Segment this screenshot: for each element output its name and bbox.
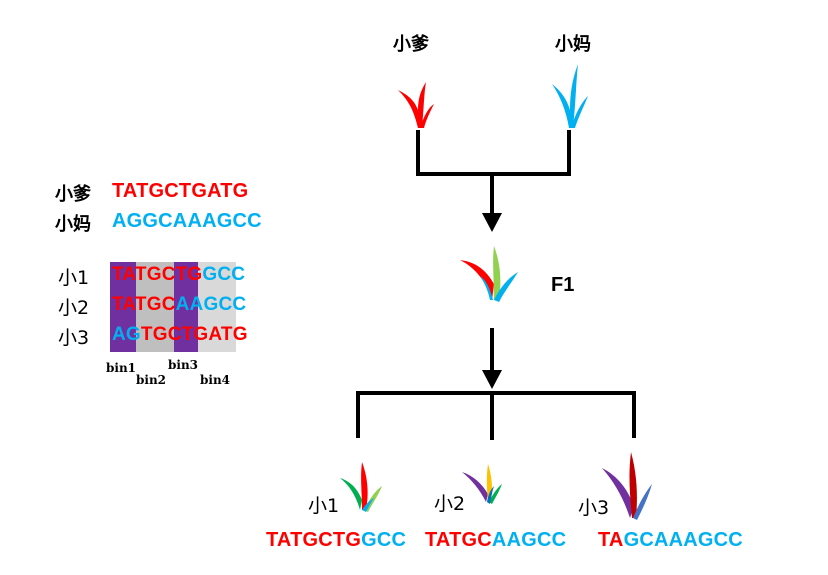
bin-background (110, 262, 236, 352)
seq-blue-segment: GCC (202, 264, 246, 285)
parent-connector (416, 130, 571, 215)
child1-sequence: TATGCTGGCC (266, 529, 406, 552)
bin1-column (110, 262, 136, 352)
seq-blue-segment: GCAAAGCC (623, 529, 743, 551)
child1-label: 小1 (308, 495, 340, 517)
mom-sequence: AGGCAAAGCC (112, 210, 262, 232)
children-connector (356, 328, 636, 440)
seq-red-segment: TATGCTG (266, 529, 362, 551)
dad-label: 小爹 (55, 184, 91, 205)
bin2-label: bin2 (136, 373, 167, 387)
child2-sequence: TATGCAAGCC (425, 529, 566, 552)
seq-red-segment: TATGC (112, 294, 176, 315)
seq-blue-segment: GCC (361, 529, 407, 551)
seq-red-segment: TGCTGATG (140, 324, 248, 345)
bin4-label: bin4 (200, 373, 231, 387)
offspring-row-sequence: TATGCAAGCC (112, 294, 246, 316)
seq-blue-segment: AAGCC (491, 529, 567, 551)
mom-plant-icon (552, 64, 588, 128)
arrow-down-icon (482, 213, 502, 232)
offspring-row-label: 小1 (58, 267, 90, 289)
f1-label: F1 (551, 274, 575, 296)
child3-label: 小3 (578, 497, 610, 519)
offspring-row-sequence: AGTGCTGATG (112, 324, 248, 346)
bin1-label: bin1 (106, 361, 137, 375)
bin2-column (136, 262, 174, 352)
offspring-row-label: 小3 (58, 327, 90, 349)
f1-plant-icon (460, 246, 518, 302)
seq-red-segment: TATGCTG (112, 264, 203, 285)
offspring-row-label: 小2 (58, 297, 90, 319)
bin3-label: bin3 (168, 358, 199, 372)
child2-label: 小2 (434, 493, 466, 515)
tree-dad-label: 小爹 (393, 34, 429, 55)
bin4-column (198, 262, 236, 352)
bin3-column (174, 262, 198, 352)
seq-red-segment: TATGC (425, 529, 492, 551)
child3-plant-icon (602, 452, 652, 520)
seq-red-segment: TA (598, 529, 624, 551)
child1-plant-icon (340, 462, 382, 512)
dad-plant-icon (398, 82, 434, 128)
seq-blue-segment: AG (112, 324, 141, 345)
child2-plant-icon (462, 464, 502, 504)
tree-mom-label: 小妈 (555, 34, 591, 55)
arrow-down-icon (482, 370, 502, 389)
dad-sequence: TATGCTGATG (112, 180, 249, 202)
mom-label: 小妈 (55, 214, 91, 235)
offspring-row-sequence: TATGCTGGCC (112, 264, 245, 286)
child3-sequence: TAGCAAAGCC (598, 529, 743, 552)
seq-blue-segment: AAGCC (175, 294, 247, 315)
